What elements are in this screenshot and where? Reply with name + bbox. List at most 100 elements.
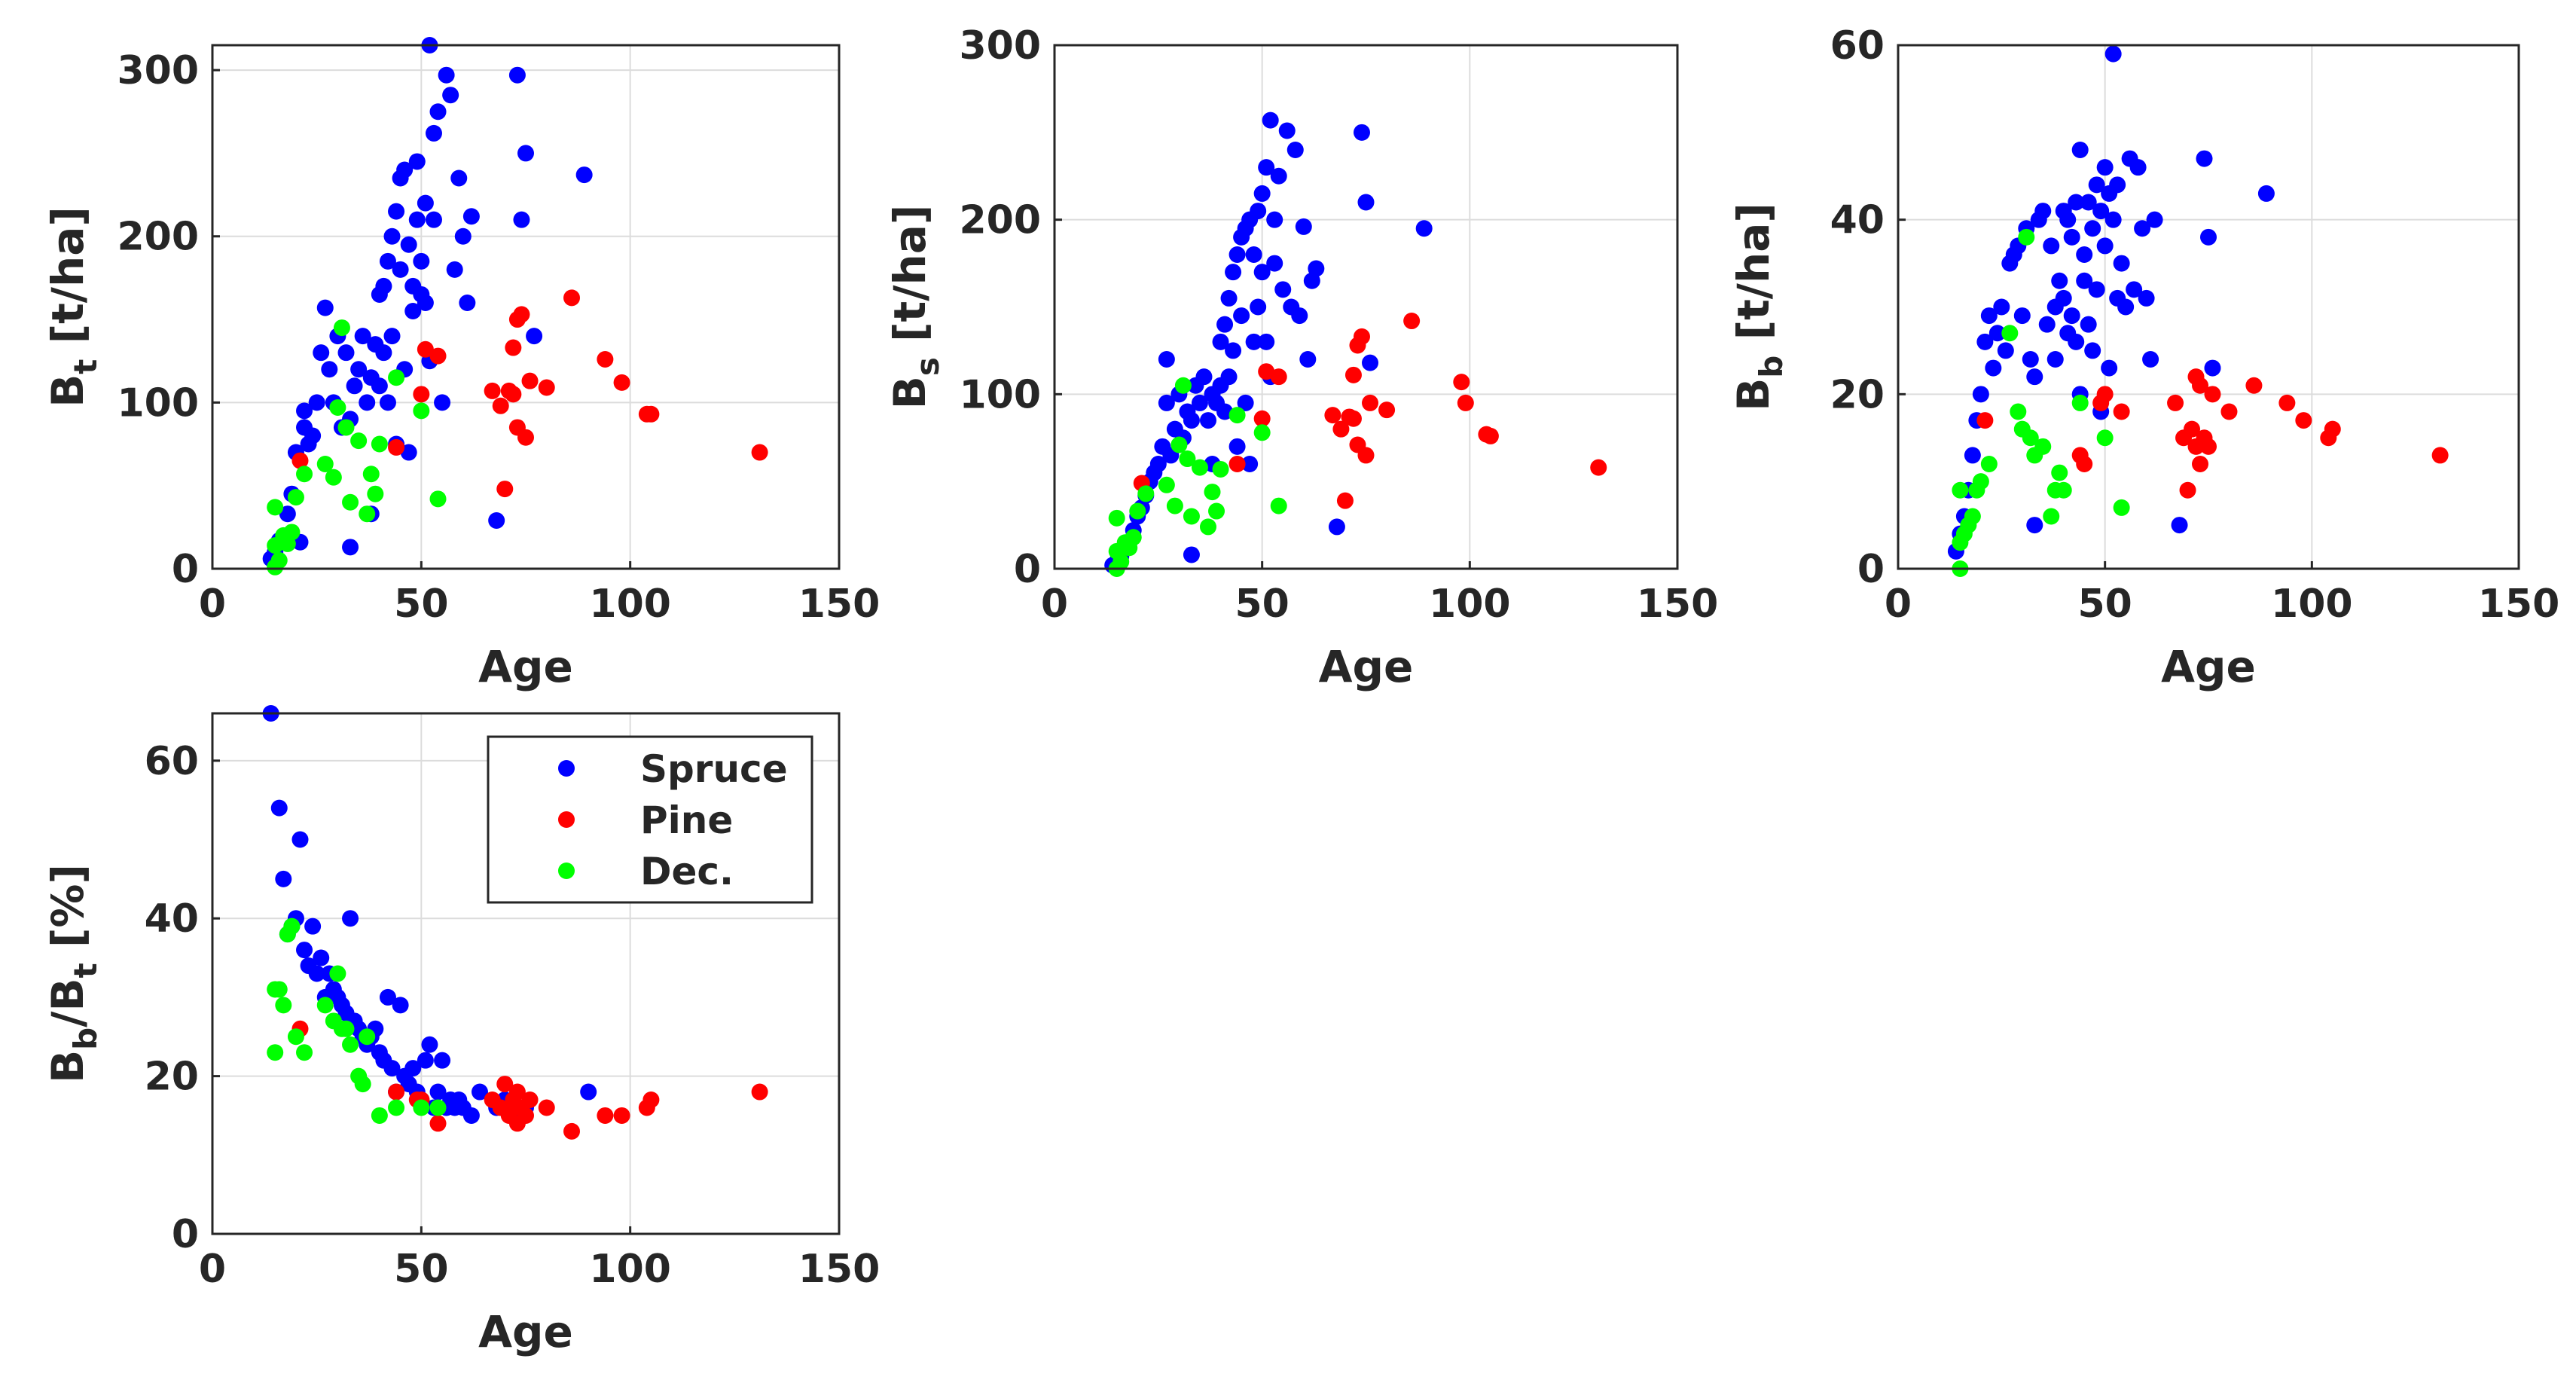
data-point-spruce [316, 299, 334, 316]
data-point-dec [1179, 450, 1196, 468]
data-point-dec [2113, 499, 2130, 516]
data-point-dec [359, 505, 376, 523]
data-point-dec [333, 319, 350, 337]
data-point-spruce [429, 1083, 447, 1101]
data-point-spruce [2104, 211, 2122, 228]
data-point-spruce [1270, 167, 1287, 185]
data-point-dec [1972, 473, 1989, 490]
data-point-spruce [375, 277, 392, 295]
data-point-spruce [1262, 111, 1279, 129]
data-point-spruce [1357, 194, 1375, 211]
data-point-pine [1457, 394, 1474, 411]
legend-label: Dec. [640, 850, 734, 893]
data-point-spruce [1353, 124, 1370, 141]
data-point-spruce [1278, 122, 1296, 139]
y-axis-label-text: /B [42, 978, 93, 1027]
y-axis-label: Bt [t/ha] [42, 206, 104, 408]
data-point-dec [342, 1036, 359, 1053]
data-point-spruce [513, 211, 530, 228]
y-tick-label: 20 [145, 1055, 199, 1100]
data-point-spruce [2088, 281, 2105, 298]
data-point-spruce [2071, 142, 2089, 158]
data-point-dec [1191, 459, 1208, 476]
data-point-spruce [425, 124, 442, 142]
legend-box [487, 735, 813, 904]
data-point-spruce [2059, 211, 2077, 228]
data-point-spruce [508, 66, 526, 84]
y-axis-label-text: [%] [42, 864, 93, 963]
data-point-spruce [2138, 289, 2155, 307]
data-point-dec [1228, 407, 1246, 424]
data-point-spruce [291, 831, 309, 848]
x-tick-label: 0 [1885, 582, 1912, 627]
data-point-pine [1482, 427, 1499, 444]
data-point-dec [1208, 502, 1225, 520]
data-point-dec [267, 499, 284, 516]
data-point-spruce [408, 211, 426, 228]
data-point-pine [613, 374, 630, 391]
data-point-spruce [2080, 194, 2097, 211]
data-point-spruce [1191, 394, 1208, 411]
series-pine [1976, 368, 2449, 499]
data-point-pine [1976, 412, 1994, 429]
x-axis-label: Age [2161, 641, 2256, 692]
data-point-spruce [1158, 394, 1175, 411]
data-point-spruce [450, 169, 468, 187]
x-tick-label: 100 [589, 1247, 671, 1292]
data-point-pine [388, 438, 405, 456]
y-tick-label: 20 [1830, 372, 1885, 417]
data-point-pine [1270, 368, 1287, 386]
data-point-spruce [342, 539, 359, 556]
data-point-spruce [417, 1052, 434, 1069]
data-point-dec [2010, 403, 2027, 420]
data-point-spruce [304, 427, 322, 444]
data-point-pine [1378, 401, 1396, 419]
data-point-spruce [404, 1060, 422, 1077]
data-point-dec [1137, 485, 1155, 502]
data-point-spruce [1993, 298, 2010, 316]
data-point-spruce [1220, 289, 1238, 307]
data-point-pine [1344, 410, 1362, 427]
data-point-pine [1228, 456, 1246, 472]
plot-area [212, 45, 839, 569]
data-point-pine [496, 1076, 514, 1093]
data-point-spruce [2055, 289, 2072, 307]
data-point-spruce [1988, 325, 2006, 342]
data-point-pine [1324, 407, 1341, 424]
data-point-pine [2179, 481, 2196, 499]
data-point-dec [337, 1020, 355, 1037]
series-dec [267, 917, 447, 1124]
y-tick-label: 40 [145, 896, 199, 942]
panel-top-right: 0 50 100 150 0 20 40 60 Age Bb [t/ha] [1728, 23, 2559, 692]
data-point-spruce [1362, 354, 1379, 371]
data-point-spruce [279, 505, 296, 523]
data-point-pine [1258, 363, 1275, 380]
data-point-spruce [375, 344, 392, 362]
data-point-spruce [1266, 255, 1283, 272]
data-point-spruce [446, 261, 463, 278]
data-point-pine [413, 386, 430, 403]
data-point-pine [429, 1115, 447, 1132]
data-point-dec [329, 965, 346, 982]
y-axis-label-subscript: s [909, 357, 946, 376]
data-point-spruce [2096, 237, 2114, 255]
data-point-dec [1952, 481, 1969, 499]
data-point-spruce [1220, 368, 1238, 386]
y-tick-label: 0 [1014, 547, 1041, 592]
data-point-spruce [417, 294, 434, 311]
data-point-spruce [2142, 351, 2159, 368]
data-point-dec [371, 1107, 388, 1124]
data-point-pine [484, 382, 501, 399]
legend: Spruce Pine Dec. [487, 735, 813, 904]
data-point-pine [2278, 394, 2296, 411]
y-axis-label-subscript: t [67, 359, 104, 374]
data-point-spruce [1266, 211, 1283, 228]
data-point-spruce [354, 328, 371, 345]
y-tick-label: 300 [959, 23, 1041, 69]
data-point-pine [2096, 386, 2114, 403]
data-point-dec [270, 551, 288, 569]
data-point-pine [1336, 492, 1354, 509]
y-axis-label-subscript: b [1753, 356, 1790, 378]
data-point-pine [388, 1083, 405, 1101]
data-point-spruce [1274, 281, 1292, 298]
